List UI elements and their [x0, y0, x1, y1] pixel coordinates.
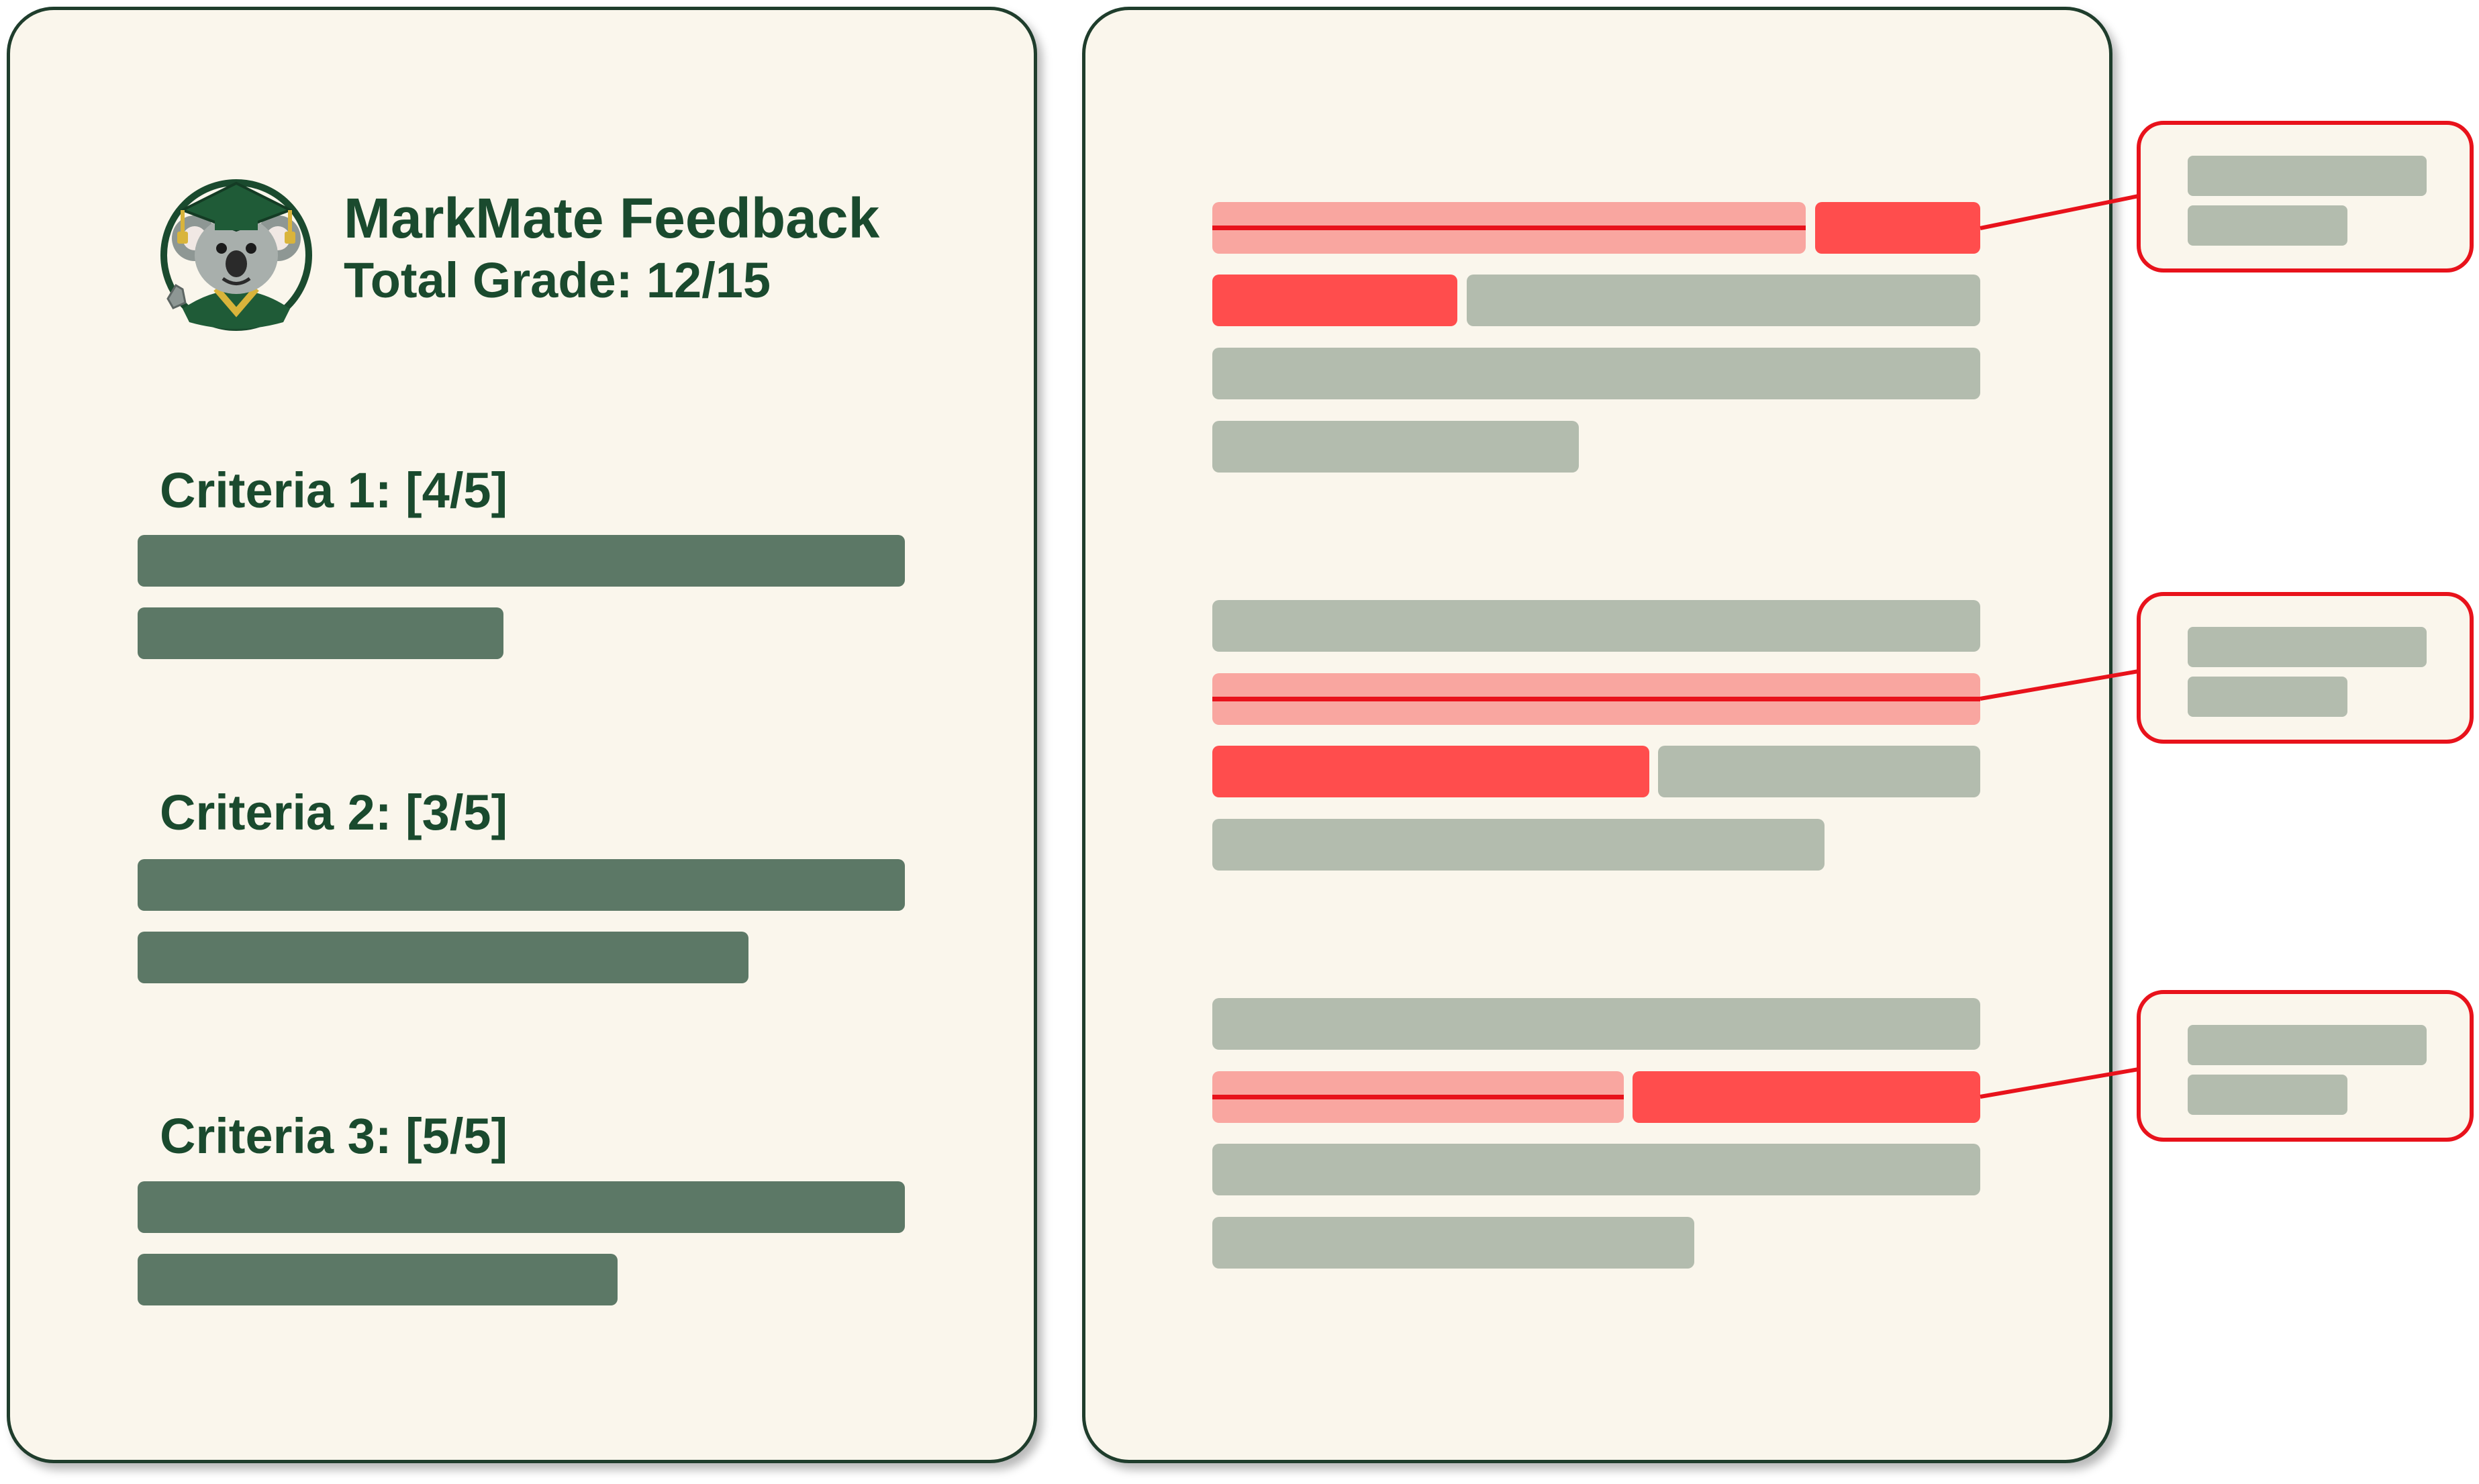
criteria-1-heading: Criteria 1: [4/5]: [160, 462, 508, 518]
criteria-1-text-line: [138, 607, 503, 659]
essay-text-line: [1212, 998, 1980, 1050]
comment-text-line: [2188, 677, 2347, 717]
comment-text-line: [2188, 627, 2427, 667]
comment-box-1[interactable]: [2137, 121, 2474, 273]
error-highlight: [1633, 1071, 1980, 1123]
page-title: MarkMate Feedback: [344, 187, 880, 250]
comment-text-line: [2188, 156, 2427, 196]
criteria-1-text-line: [138, 535, 905, 587]
struck-text-highlight: [1212, 202, 1806, 254]
comment-text-line: [2188, 1025, 2427, 1065]
essay-text-line: [1467, 275, 1980, 326]
essay-text-line: [1212, 819, 1825, 871]
comment-text-line: [2188, 205, 2347, 246]
connector-line-2: [1980, 669, 2139, 701]
error-highlight: [1212, 746, 1649, 797]
struck-text-highlight: [1212, 1071, 1624, 1123]
essay-text-line: [1212, 348, 1980, 399]
essay-text-line: [1212, 1144, 1980, 1195]
struck-text-highlight: [1212, 673, 1980, 725]
essay-text-line: [1212, 421, 1579, 473]
total-grade: Total Grade: 12/15: [344, 252, 771, 308]
error-highlight: [1815, 202, 1980, 254]
comment-box-3[interactable]: [2137, 990, 2474, 1142]
essay-text-line: [1658, 746, 1980, 797]
criteria-3-text-line: [138, 1254, 618, 1305]
comment-text-line: [2188, 1075, 2347, 1115]
criteria-2-heading: Criteria 2: [3/5]: [160, 785, 508, 840]
essay-text-line: [1212, 1217, 1694, 1269]
connector-line-3: [1980, 1067, 2139, 1099]
criteria-2-text-line: [138, 932, 748, 983]
connector-line-1: [1980, 194, 2139, 230]
criteria-3-text-line: [138, 1181, 905, 1233]
essay-text-line: [1212, 600, 1980, 652]
criteria-3-heading: Criteria 3: [5/5]: [160, 1108, 508, 1164]
comment-box-2[interactable]: [2137, 592, 2474, 744]
koala-graduate-mascot-icon: [160, 179, 312, 331]
error-highlight: [1212, 275, 1457, 326]
criteria-2-text-line: [138, 859, 905, 911]
